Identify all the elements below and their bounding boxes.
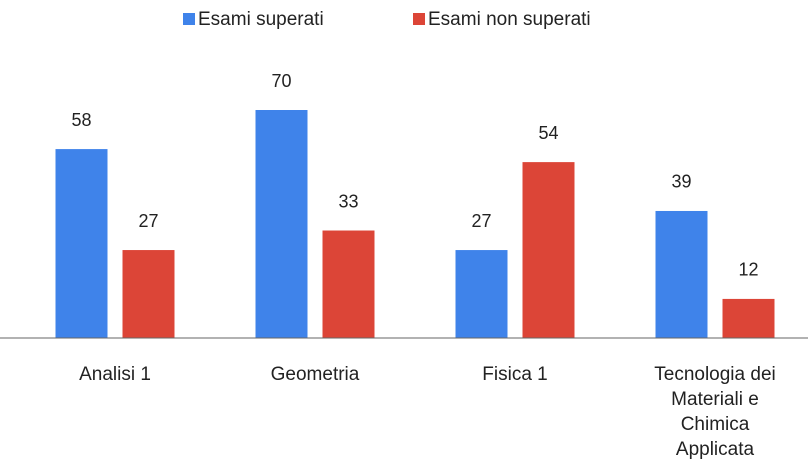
bar	[655, 210, 708, 338]
value-label: 58	[71, 110, 91, 130]
legend-swatch	[413, 13, 425, 25]
value-label: 33	[338, 191, 358, 211]
value-label: 70	[271, 71, 291, 91]
legend-label: Esami superati	[198, 9, 324, 30]
x-tick-label: Tecnologia dei Materiali e Chimica Appli…	[654, 364, 776, 460]
value-label: 27	[471, 211, 491, 231]
bar	[722, 298, 775, 338]
legend-swatch	[183, 13, 195, 25]
bar	[255, 110, 308, 338]
x-tick-label: Geometria	[270, 364, 360, 385]
value-label: 54	[538, 123, 558, 143]
bar	[55, 149, 108, 338]
bar	[122, 250, 175, 338]
value-label: 39	[671, 172, 691, 192]
value-label: 12	[738, 260, 758, 280]
x-tick-label: Analisi 1	[79, 364, 151, 385]
legend-label: Esami non superati	[428, 9, 591, 30]
bar	[455, 250, 508, 338]
x-tick-label: Fisica 1	[482, 364, 548, 385]
value-label: 27	[138, 211, 158, 231]
bar	[522, 162, 575, 338]
bar	[322, 230, 375, 338]
